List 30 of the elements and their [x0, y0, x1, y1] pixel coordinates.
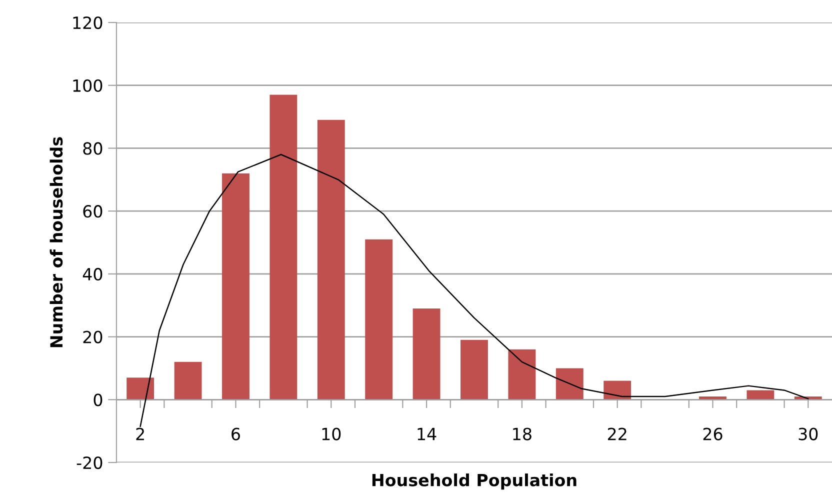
bar	[126, 378, 154, 400]
x-tick-label: 14	[418, 428, 436, 440]
x-tick-label: 10	[322, 428, 341, 440]
y-tick-label: 60	[83, 205, 102, 218]
bar	[556, 368, 584, 400]
bar	[365, 239, 393, 400]
y-tick-label: 0	[94, 394, 102, 406]
x-tick-label: 22	[608, 428, 626, 440]
y-tick-label: 80	[83, 142, 102, 155]
bar	[222, 173, 250, 400]
y-tick-label: 40	[82, 268, 102, 280]
line-series	[140, 154, 809, 427]
y-tick-label: -20	[76, 456, 102, 470]
x-tick-label: 26	[703, 428, 722, 440]
bar	[508, 349, 536, 400]
y-tick-label: 20	[83, 330, 102, 344]
x-tick-label: 2	[136, 428, 144, 440]
y-tick-label: 100	[73, 79, 102, 92]
bar	[460, 340, 488, 400]
x-tick-label: 30	[798, 428, 818, 440]
bar	[412, 308, 440, 400]
y-axis-title: Number of households	[50, 137, 63, 348]
x-tick-label: 6	[232, 428, 240, 440]
x-axis-title: Household Population	[372, 474, 576, 490]
bar	[174, 362, 202, 400]
bar	[317, 120, 345, 400]
x-tick-label: 18	[513, 428, 532, 440]
bar	[746, 390, 774, 400]
y-tick-label: 120	[73, 16, 102, 30]
bar	[270, 94, 298, 400]
